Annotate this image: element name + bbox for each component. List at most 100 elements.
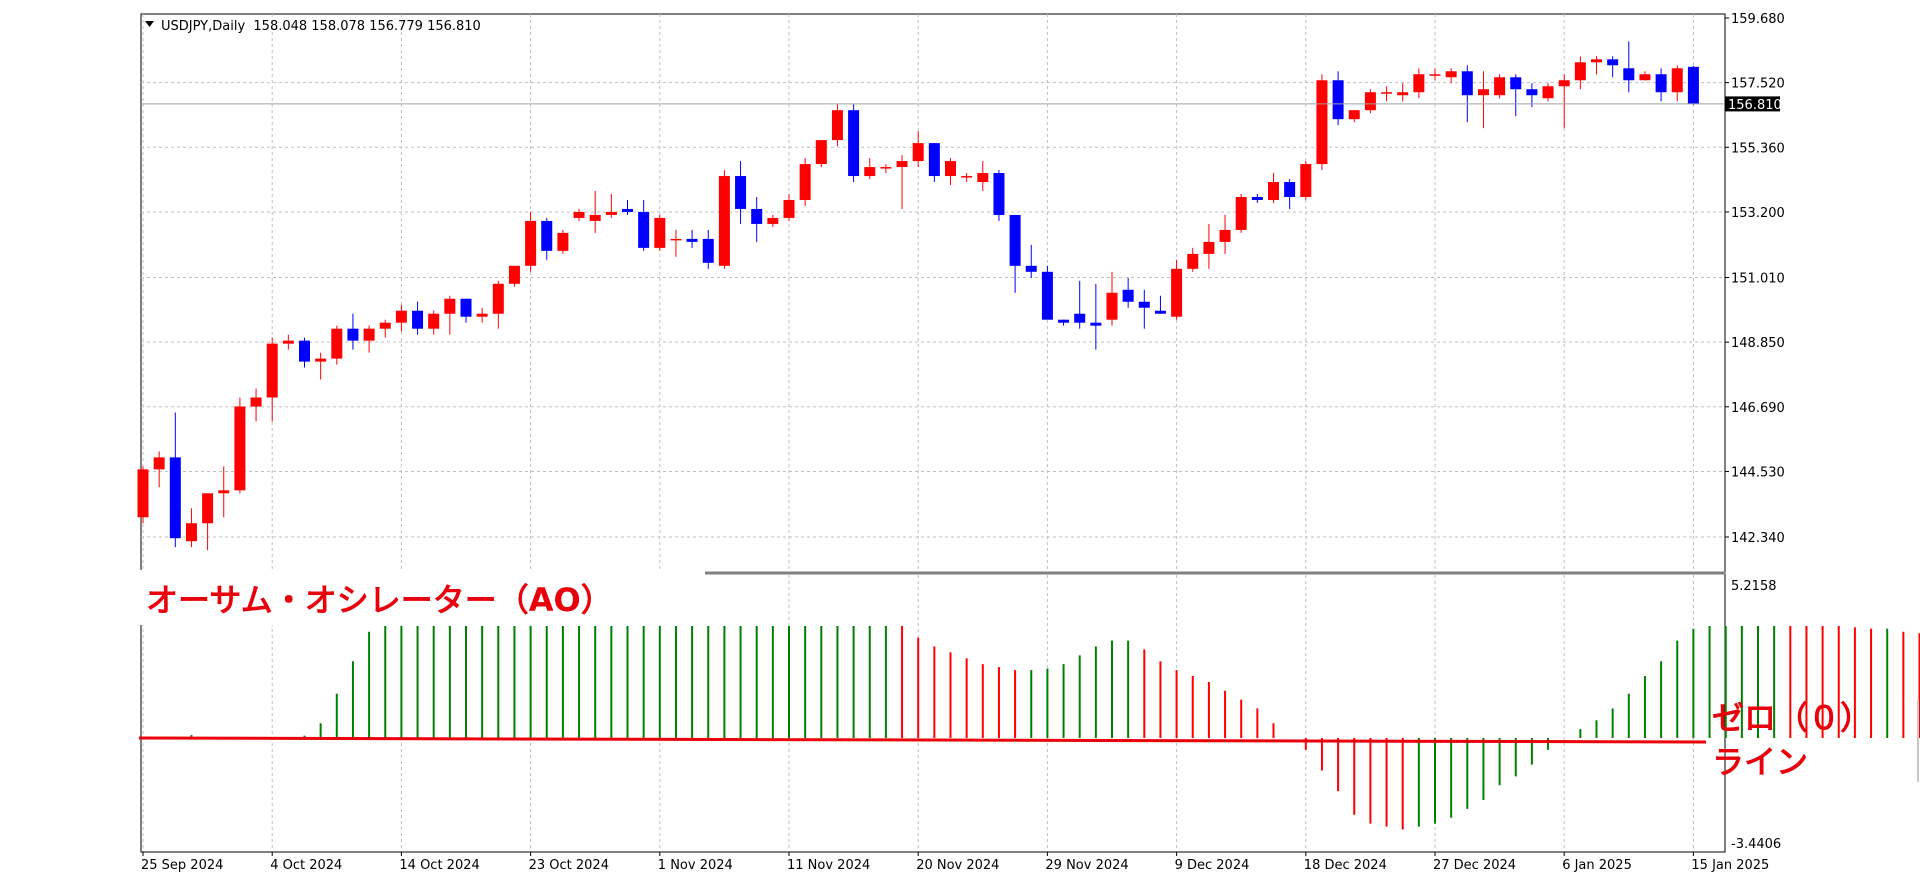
candle [331,325,343,365]
candle [557,229,569,254]
candle [202,493,214,551]
candle-body [670,238,682,241]
candles-layer [137,41,1699,551]
candle [1687,65,1699,105]
candle-body [1316,80,1328,165]
time-tick-label: 6 Jan 2025 [1562,858,1632,873]
price-tick-label: 142.340 [1731,531,1785,546]
candle-body [993,173,1005,215]
candle [735,161,747,224]
candle-body [266,343,278,398]
candle [702,229,714,269]
candle [767,214,779,227]
candle-body [169,457,181,539]
candle-body [1671,68,1683,93]
candle [1025,244,1037,278]
zero-line-label-line1: ゼロ（０） [1712,699,1873,737]
candle [1348,110,1360,123]
candle [1284,179,1296,209]
time-tick-label: 1 Nov 2024 [658,858,733,873]
candle [1171,259,1183,320]
candle [945,158,956,186]
candle [1122,277,1134,308]
price-tick-label: 146.690 [1731,401,1785,416]
candle [1655,68,1667,102]
candle [379,319,391,338]
candle [670,229,682,257]
time-tick-label: 29 Nov 2024 [1045,858,1128,873]
time-tick-label: 18 Dec 2024 [1304,858,1387,873]
candle-body [428,313,440,329]
candle-body [945,161,956,177]
candle [169,412,181,548]
candle-body [1542,86,1554,99]
candle [1268,173,1279,203]
candle-body [896,161,908,168]
candle [1558,74,1570,129]
candle [363,325,375,353]
candle-body [864,167,876,177]
candle-body [783,199,795,218]
candle [1235,193,1247,233]
candle [1639,71,1651,81]
candle-body [1268,182,1279,200]
candle [1138,289,1150,329]
candle [508,265,520,287]
candle-body [1138,301,1150,308]
candle-body [525,220,537,266]
candle-body [541,220,553,251]
candle [1413,68,1425,99]
price-tick-label: 144.530 [1731,465,1785,480]
candle-body [1687,66,1699,104]
candle-body [767,217,779,224]
candle-body [1009,214,1021,266]
candle-body [1381,92,1393,94]
candle-body [1364,92,1376,111]
candle [1542,83,1554,102]
candle-body [977,173,989,183]
candle [848,104,860,183]
chart-menu-arrow-icon[interactable] [145,21,154,27]
candle-body [444,298,456,314]
candle-body [1235,196,1247,230]
candle-body [460,298,472,317]
candle [977,161,989,191]
candle [654,214,666,251]
candle [1203,223,1215,269]
current-price-label: 156.810 [1728,98,1782,113]
candle-body [1607,59,1619,66]
candle-body [1332,80,1344,120]
candle-body [1203,241,1215,254]
candle-body [234,406,246,491]
candle-body [1300,164,1312,197]
candle [912,131,924,168]
zero-line-label-line2: ライン [1712,743,1809,781]
candle [1364,89,1376,114]
candle [137,466,149,524]
candle-body [718,176,730,266]
candle [1106,271,1118,326]
candle-body [1041,271,1053,320]
candle-body [848,110,860,177]
candle [799,158,811,206]
main-grid [141,14,1725,572]
candle-body [912,143,924,162]
candle-body [589,214,601,221]
candle [783,193,795,221]
candle [1316,74,1328,171]
candle-body [315,358,327,362]
candle [1477,71,1489,129]
candle-body [250,397,262,407]
candle [541,217,553,260]
candle-body [605,211,617,215]
price-tick-label: 159.680 [1731,12,1785,27]
candle [1219,214,1231,254]
time-tick-label: 15 Jan 2025 [1691,858,1769,873]
candle-body [815,140,827,165]
time-tick-label: 27 Dec 2024 [1433,858,1516,873]
candle [299,337,310,368]
candle-body [1477,89,1489,96]
candle [234,397,246,494]
candle [1154,295,1166,314]
candle-body [1348,110,1360,120]
